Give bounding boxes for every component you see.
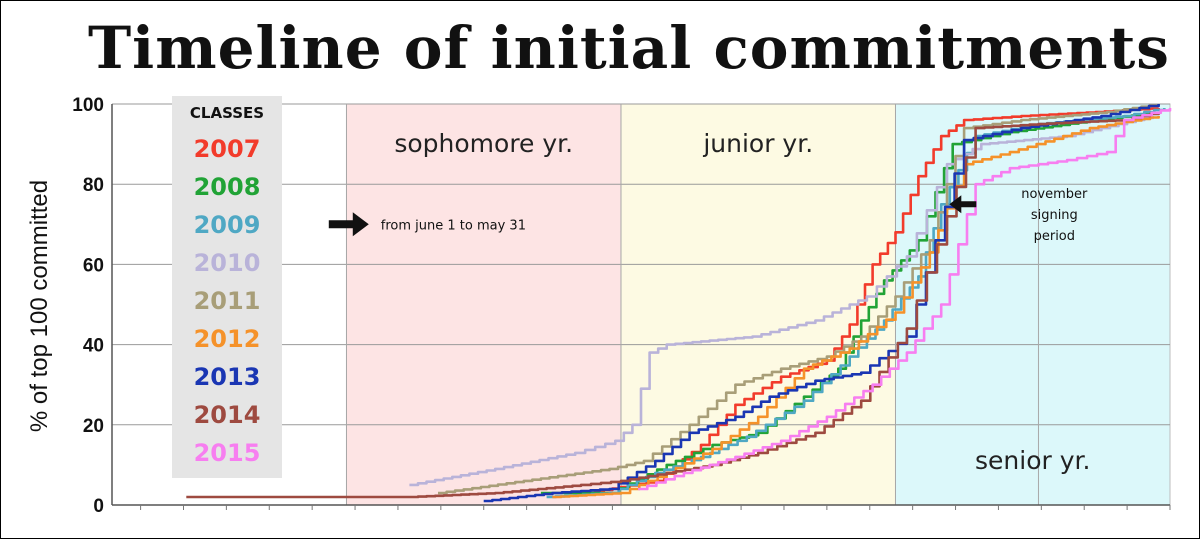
left-arrow-icon	[949, 195, 977, 214]
annotation-text-nov-2: period	[1034, 229, 1075, 244]
legend-item-2012: 2012	[194, 325, 261, 353]
y-tick-label-4: 80	[83, 175, 104, 196]
annotations: from june 1 to may 31 november signing peri…	[328, 187, 1088, 244]
period-label-1: junior yr.	[702, 129, 813, 158]
legend-item-2015: 2015	[194, 439, 261, 467]
series-line-2015	[638, 108, 1172, 491]
legend-item-2009: 2009	[194, 211, 261, 239]
right-arrow-icon	[328, 212, 369, 237]
y-tick-label-5: 100	[72, 95, 104, 116]
chart-title: Timeline of initial commitments	[88, 14, 1170, 82]
annotation-text-nov-0: november	[1021, 187, 1088, 202]
series-lines	[186, 104, 1172, 503]
y-tick-label-0: 0	[93, 496, 104, 517]
y-tick-label-1: 20	[83, 416, 104, 437]
y-tick-label-2: 40	[83, 336, 104, 357]
axes: 0 20 40 60 80 100	[72, 95, 1171, 517]
legend-item-2014: 2014	[194, 401, 261, 429]
series-line-2010	[409, 116, 1155, 487]
series-line-2008	[540, 111, 1160, 495]
series-line-2013	[483, 104, 1160, 503]
period-label-2: senior yr.	[975, 446, 1090, 475]
annotation-text-nov-1: signing	[1031, 208, 1078, 223]
legend-item-2013: 2013	[194, 363, 261, 391]
period-band-2	[894, 103, 1171, 506]
legend-title: CLASSES	[190, 104, 264, 122]
legend-item-2008: 2008	[194, 173, 261, 201]
legend: CLASSES 2007 2008 2009 2010 2011 2012 2013 2014 2…	[172, 96, 282, 478]
series-line-2007	[586, 107, 1160, 495]
series-line-2011	[438, 104, 1160, 495]
legend-item-2007: 2007	[194, 135, 261, 163]
period-band-0	[345, 103, 622, 506]
series-line-2012	[552, 116, 1160, 499]
period-label-0: sophomore yr.	[394, 129, 573, 158]
legend-item-2010: 2010	[194, 249, 261, 277]
y-tick-label-3: 60	[83, 255, 104, 276]
legend-box	[172, 96, 282, 478]
annotation-text-june-may: from june 1 to may 31	[381, 218, 526, 233]
period-labels: sophomore yr. junior yr. senior yr.	[394, 129, 1090, 475]
legend-item-2011: 2011	[194, 287, 261, 315]
